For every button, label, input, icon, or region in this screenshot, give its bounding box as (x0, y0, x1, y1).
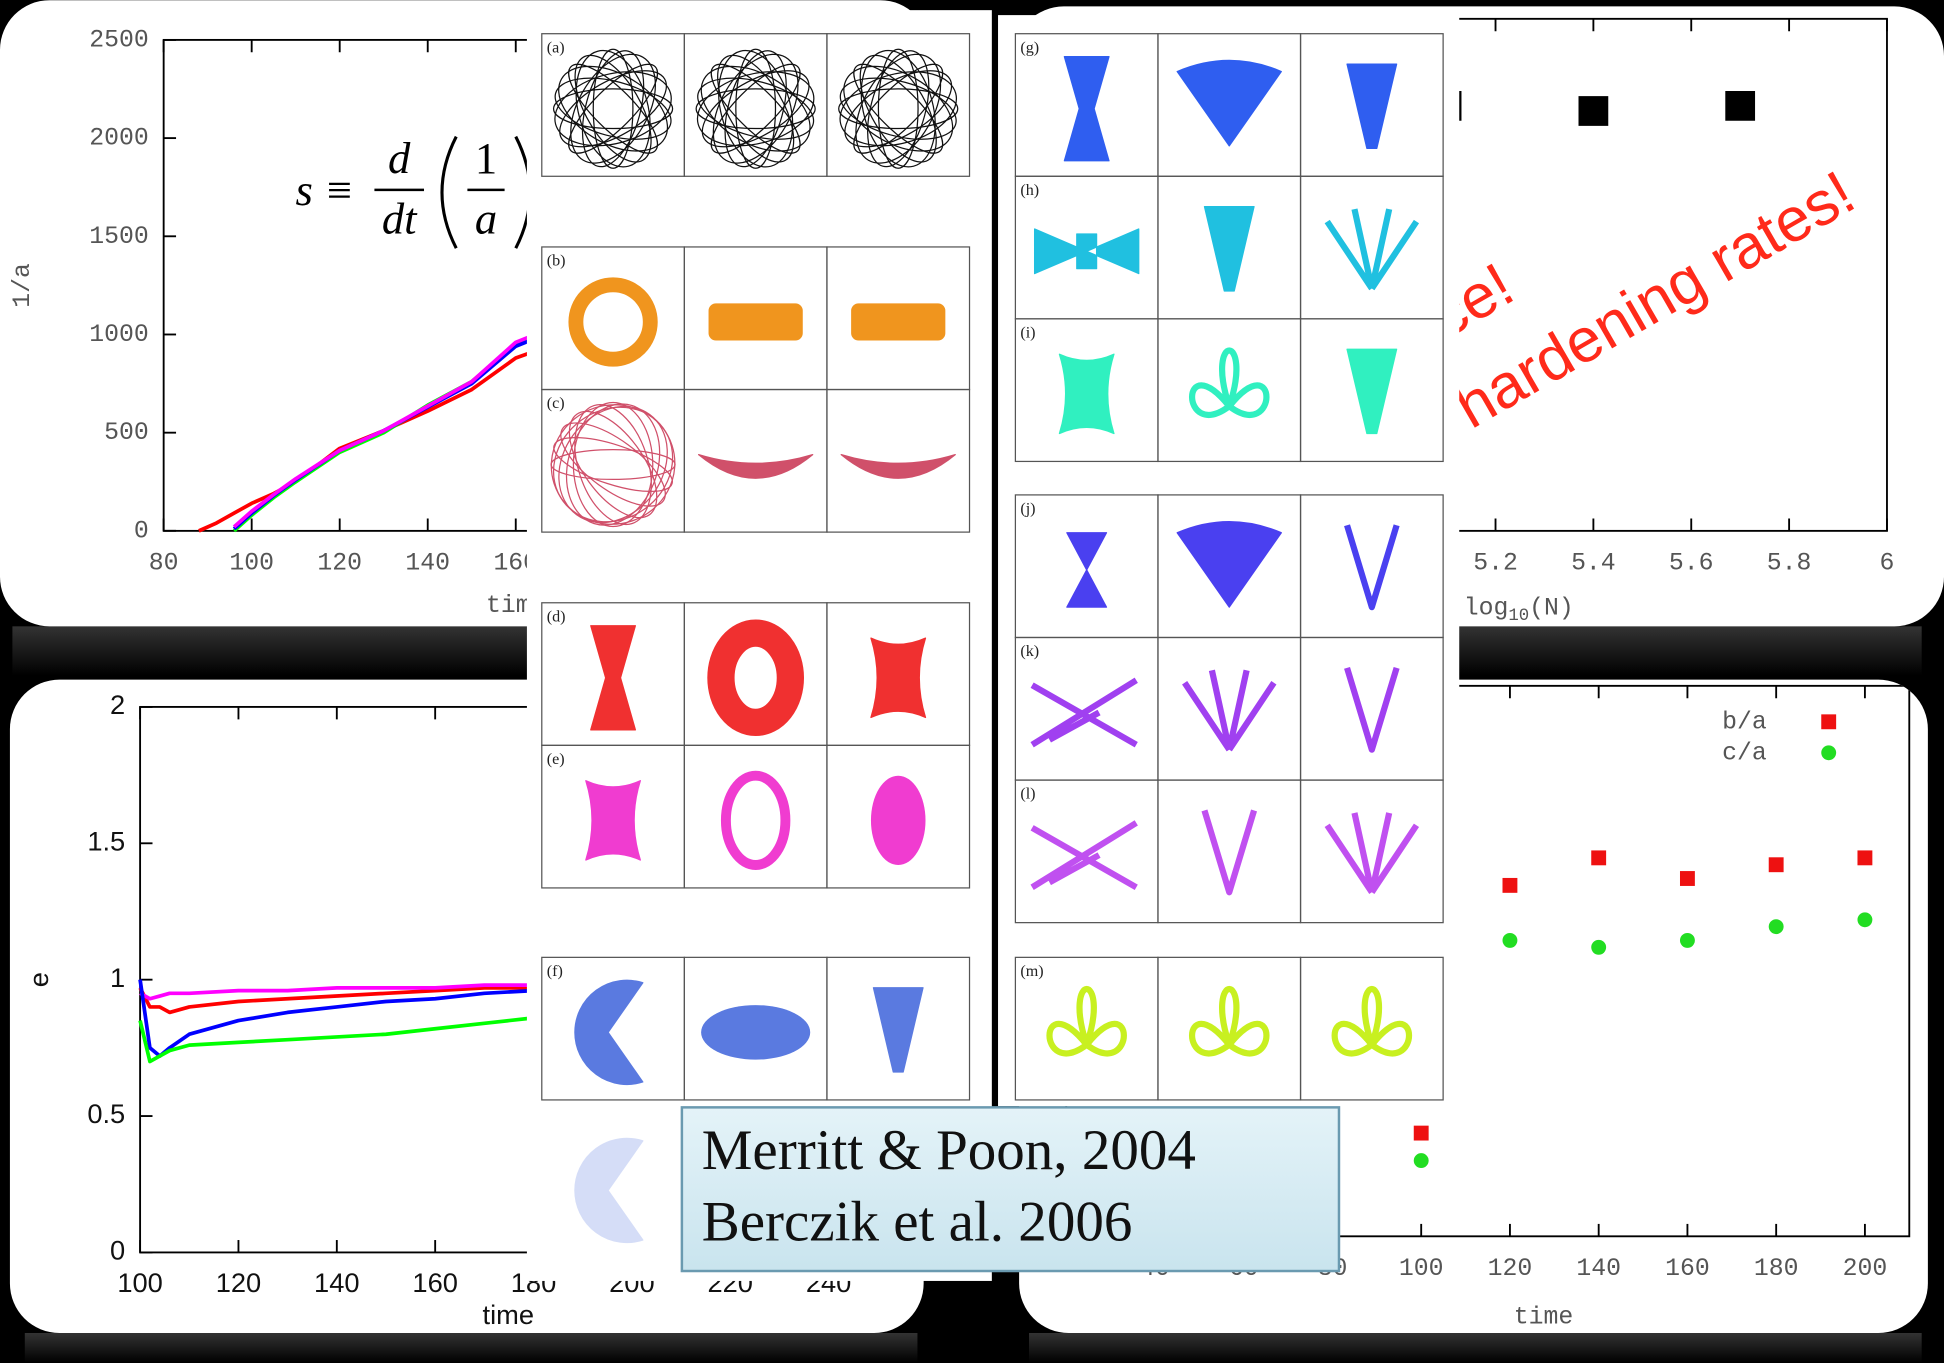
x-tick-label: 120 (1488, 1255, 1533, 1283)
x-axis-label: time (1514, 1303, 1574, 1331)
point (1769, 919, 1784, 934)
legend-label: b/a (1722, 708, 1767, 736)
x-tick-label: 5.6 (1669, 550, 1714, 578)
panel-label: (i) (1020, 324, 1035, 341)
caption: Merritt & Poon, 2004 Berczik et al. 2006 (682, 1107, 1339, 1271)
panel-label: (h) (1020, 182, 1039, 199)
panel-label: (l) (1020, 786, 1035, 803)
slide: 8010012014016005001000150020002500time1/… (0, 0, 1944, 1363)
point (1579, 96, 1609, 126)
panel-label: (j) (1020, 500, 1035, 517)
point (1591, 850, 1606, 865)
orbit (701, 1005, 810, 1060)
formula: d (388, 133, 411, 183)
orbit (1035, 229, 1139, 274)
x-tick-label: 160 (412, 1267, 458, 1298)
x-tick-label: 140 (405, 550, 450, 578)
y-tick-label: 1 (110, 962, 125, 993)
x-axis-label-part: log (1464, 594, 1509, 622)
x-axis-label: time (483, 1299, 535, 1330)
x-axis-label-part: (N) (1529, 594, 1574, 622)
point (1414, 1153, 1429, 1168)
x-tick-label: 100 (1399, 1255, 1444, 1283)
x-tick-label: 160 (1665, 1255, 1710, 1283)
panel-label: (e) (547, 751, 565, 768)
legend-marker (1821, 745, 1836, 760)
panel-label: (d) (547, 608, 566, 625)
y-axis-label: 1/a (9, 263, 37, 308)
x-tick-label: 5.2 (1473, 550, 1518, 578)
x-tick-label: 5.4 (1571, 550, 1616, 578)
point (1857, 850, 1872, 865)
caption-line: Merritt & Poon, 2004 (702, 1119, 1196, 1182)
x-axis-label-sub: 10 (1508, 607, 1529, 626)
panel-label: (b) (547, 253, 566, 270)
point (1414, 1126, 1429, 1141)
point (1725, 91, 1755, 121)
x-tick-label: 120 (317, 550, 362, 578)
panel-label: (c) (547, 395, 565, 412)
y-tick-label: 0 (134, 517, 149, 545)
x-tick-label: 80 (149, 550, 179, 578)
panel-label: (m) (1020, 963, 1043, 980)
orbit (871, 776, 926, 865)
x-tick-label: 180 (1754, 1255, 1799, 1283)
y-tick-label: 1.5 (87, 825, 125, 856)
point (1591, 940, 1606, 955)
y-axis-label: e (23, 972, 54, 987)
y-tick-label: 1000 (89, 321, 149, 349)
panel-label: (k) (1020, 643, 1039, 660)
formula: a (475, 194, 497, 244)
formula: 1 (475, 133, 497, 183)
orbit (1059, 354, 1114, 433)
y-tick-label: 2 (110, 689, 125, 720)
x-tick-label: 100 (229, 550, 274, 578)
point (1680, 871, 1695, 886)
x-tick-label: 5.8 (1767, 550, 1812, 578)
legend-marker (1821, 714, 1836, 729)
reflection (1029, 1333, 1922, 1363)
orbit (709, 303, 803, 340)
panel-label: (f) (547, 963, 563, 980)
point (1857, 912, 1872, 927)
orbit-grid: (g) (h) (i) (1015, 34, 1443, 462)
y-tick-label: 2000 (89, 125, 149, 153)
y-tick-label: 500 (104, 419, 149, 447)
point (1680, 933, 1695, 948)
formula: s ≡ (296, 165, 355, 215)
point (1503, 878, 1518, 893)
y-tick-label: 1500 (89, 223, 149, 251)
orbit (851, 303, 945, 340)
x-tick-label: 6 (1880, 550, 1895, 578)
panel-label: (g) (1020, 39, 1039, 56)
x-tick-label: 200 (1843, 1255, 1888, 1283)
x-tick-label: 140 (1576, 1255, 1621, 1283)
y-tick-label: 0.5 (87, 1098, 125, 1129)
reflection (25, 1333, 918, 1363)
x-tick-label: 100 (117, 1267, 163, 1298)
panel-label: (a) (547, 39, 565, 56)
y-tick-label: 0 (110, 1235, 125, 1266)
x-tick-label: 120 (216, 1267, 262, 1298)
point (1769, 857, 1784, 872)
legend-label: c/a (1722, 739, 1767, 767)
y-tick-label: 2500 (89, 26, 149, 54)
x-tick-label: 140 (314, 1267, 360, 1298)
orbit (871, 638, 926, 717)
formula: dt (382, 194, 418, 244)
orbit (586, 781, 641, 860)
caption-line: Berczik et al. 2006 (702, 1191, 1133, 1254)
point (1503, 933, 1518, 948)
